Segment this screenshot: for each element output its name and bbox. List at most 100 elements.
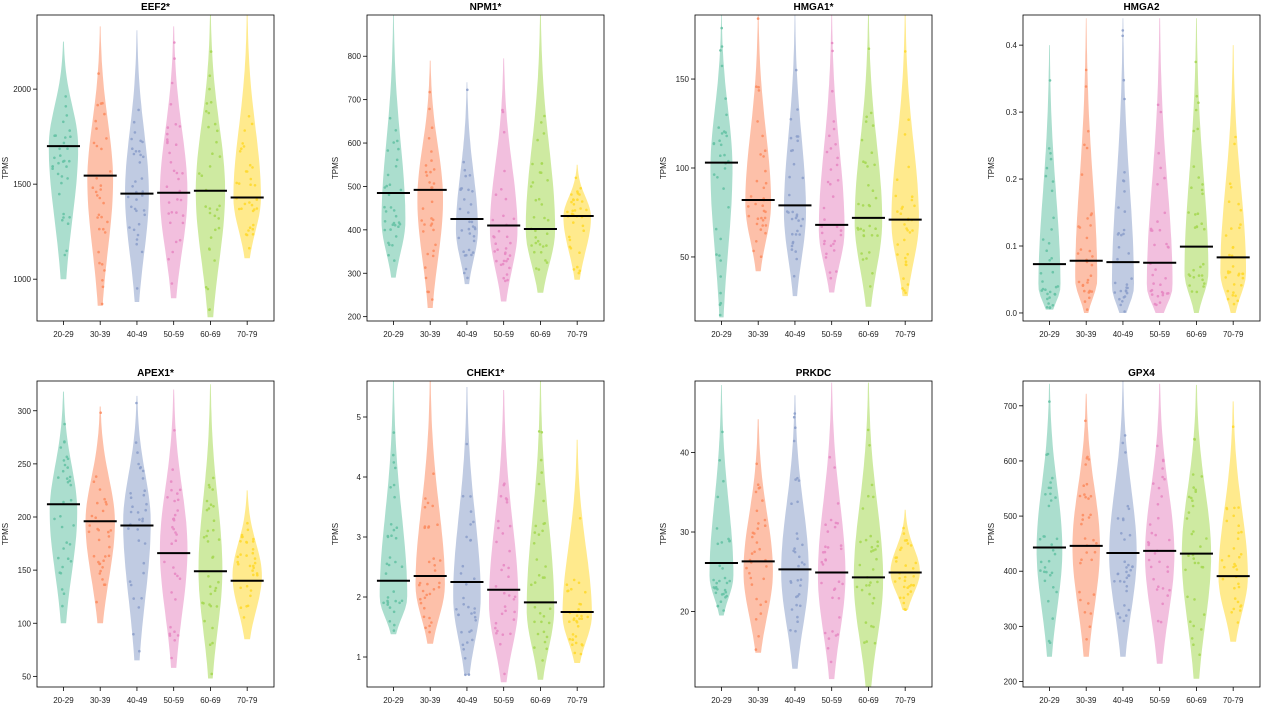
jitter-point <box>252 223 255 227</box>
jitter-point <box>537 574 541 577</box>
jitter-point <box>1192 276 1196 279</box>
jitter-point <box>512 598 516 601</box>
jitter-point <box>92 141 96 145</box>
y-tick-label: 700 <box>1004 402 1018 411</box>
jitter-point <box>865 584 868 587</box>
violin-shape <box>417 60 443 308</box>
jitter-point <box>1078 494 1082 498</box>
jitter-point <box>251 166 254 169</box>
jitter-point <box>751 535 754 539</box>
jitter-point <box>465 583 468 586</box>
jitter-point <box>143 542 147 545</box>
jitter-point <box>1087 129 1090 133</box>
jitter-point <box>94 516 97 519</box>
jitter-point <box>1166 245 1170 249</box>
jitter-point <box>1197 274 1201 277</box>
jitter-point <box>397 225 400 228</box>
jitter-point <box>394 165 398 168</box>
jitter-point <box>460 229 464 232</box>
jitter-point <box>506 257 510 261</box>
jitter-point <box>533 581 537 584</box>
jitter-point <box>749 576 753 580</box>
jitter-point <box>170 211 174 214</box>
jitter-point <box>1193 561 1197 565</box>
jitter-point <box>496 248 499 251</box>
jitter-point <box>130 137 133 141</box>
jitter-point <box>1121 29 1125 32</box>
jitter-point <box>585 208 588 212</box>
jitter-point <box>1161 467 1164 470</box>
jitter-point <box>505 501 509 504</box>
jitter-point <box>1200 628 1203 631</box>
jitter-point <box>534 241 538 245</box>
jitter-point <box>836 156 839 160</box>
jitter-point <box>1149 565 1153 569</box>
x-tick-label: 40-49 <box>457 330 478 339</box>
jitter-point <box>572 578 576 582</box>
y-tick-label: 1 <box>357 653 362 662</box>
jitter-point <box>871 272 874 275</box>
jitter-point <box>428 592 432 596</box>
jitter-point <box>1048 290 1052 294</box>
jitter-point <box>215 605 219 608</box>
jitter-point <box>1127 507 1131 511</box>
jitter-point <box>790 248 794 251</box>
jitter-point <box>139 466 142 469</box>
jitter-point <box>1158 301 1162 304</box>
jitter-point <box>504 251 507 254</box>
jitter-point <box>901 205 904 209</box>
jitter-point <box>145 502 148 506</box>
jitter-point <box>570 193 573 196</box>
jitter-point <box>499 494 503 498</box>
jitter-point <box>1156 619 1160 623</box>
x-tick-label: 60-69 <box>530 696 551 705</box>
jitter-point <box>463 198 466 201</box>
jitter-point <box>903 223 906 226</box>
jitter-point <box>908 231 912 234</box>
jitter-point <box>508 266 511 270</box>
jitter-point <box>387 253 390 257</box>
jitter-point <box>1167 292 1170 295</box>
jitter-point <box>434 243 437 247</box>
jitter-point <box>1232 514 1235 518</box>
jitter-point <box>1161 293 1165 297</box>
jitter-point <box>62 141 66 145</box>
jitter-point <box>505 235 509 239</box>
jitter-point <box>90 514 94 518</box>
y-tick-label: 4 <box>357 473 362 482</box>
jitter-point <box>1085 482 1089 486</box>
jitter-point <box>715 581 718 585</box>
jitter-point <box>468 220 471 224</box>
jitter-point <box>492 235 495 238</box>
jitter-point <box>66 177 69 180</box>
jitter-point <box>132 228 136 232</box>
jitter-point <box>423 606 426 610</box>
jitter-point <box>65 165 68 168</box>
jitter-point <box>1081 513 1085 517</box>
jitter-point <box>65 114 69 117</box>
jitter-point <box>896 243 899 246</box>
jitter-point <box>907 165 910 169</box>
jitter-point <box>1051 180 1055 183</box>
jitter-point <box>860 138 864 142</box>
jitter-point <box>170 488 173 492</box>
y-tick-label: 100 <box>676 164 690 173</box>
jitter-point <box>1166 565 1169 569</box>
jitter-point <box>1237 531 1240 535</box>
jitter-point <box>509 632 512 636</box>
jitter-point <box>1149 227 1153 231</box>
jitter-point <box>910 195 914 198</box>
jitter-point <box>1090 290 1094 293</box>
jitter-point <box>1159 620 1163 624</box>
jitter-point <box>388 606 392 609</box>
jitter-point <box>205 110 208 113</box>
jitter-point <box>725 581 729 585</box>
jitter-point <box>866 165 869 168</box>
jitter-point <box>1239 553 1243 556</box>
plot-frame <box>36 380 275 688</box>
jitter-point <box>1149 289 1153 293</box>
jitter-point <box>1157 486 1161 490</box>
jitter-point <box>535 558 539 561</box>
violin-shape <box>1218 401 1248 642</box>
jitter-point <box>1047 486 1051 490</box>
